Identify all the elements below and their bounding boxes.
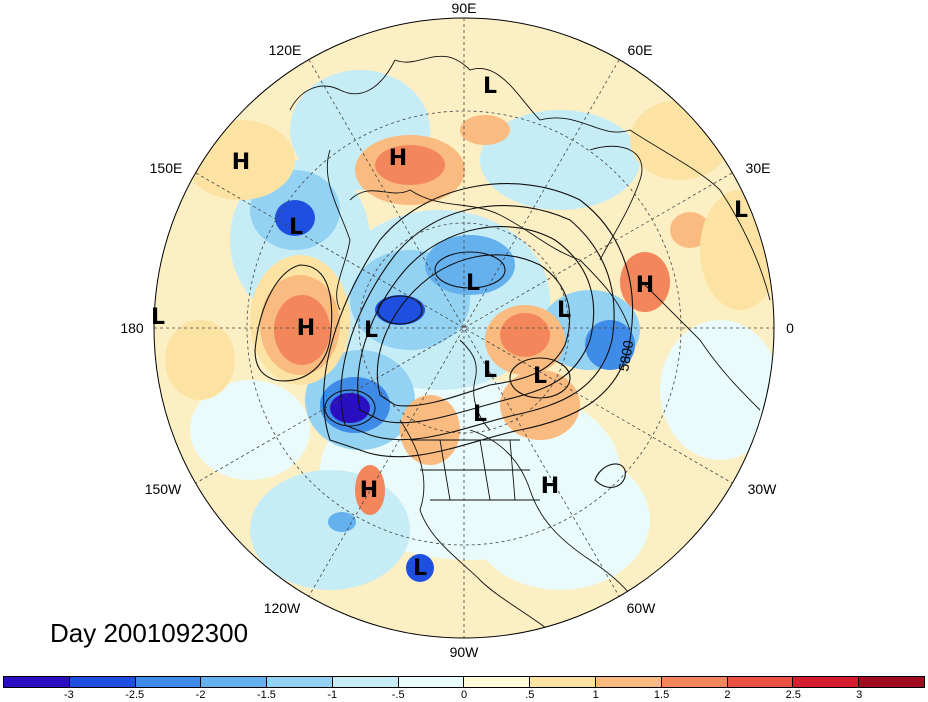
- colorbar-tick-label: -1: [327, 689, 338, 701]
- pressure-center-low: L: [473, 402, 487, 427]
- colorbar-box: [464, 677, 531, 687]
- colorbar-tick-label: -2: [195, 689, 206, 701]
- pressure-center-high: H: [389, 146, 407, 171]
- colorbar-box: [69, 677, 136, 687]
- anomaly-field: [154, 18, 774, 638]
- lon-label-180: 180: [120, 320, 144, 336]
- lon-label-120w: 120W: [264, 600, 301, 616]
- lon-label-150w: 150W: [145, 481, 182, 497]
- pressure-center-low: L: [734, 198, 748, 223]
- pressure-center-high: H: [360, 478, 378, 503]
- contour-label: 5800: [615, 339, 636, 373]
- date-label: Day 2001092300: [50, 618, 249, 648]
- pressure-center-low: L: [289, 215, 303, 240]
- colorbar-tick-label: .5: [525, 689, 535, 701]
- lon-label-60e: 60E: [628, 42, 653, 58]
- colorbar-tick-label: 1.5: [653, 689, 670, 701]
- colorbar-box: [727, 677, 794, 687]
- colorbar-tick-label: 1: [592, 689, 599, 701]
- lon-label-90e: 90E: [452, 0, 477, 16]
- pressure-center-high: H: [636, 273, 654, 298]
- colorbar-box: [135, 677, 202, 687]
- pressure-center-low: L: [151, 305, 165, 330]
- colorbar-box: [201, 677, 268, 687]
- pressure-center-high: H: [541, 474, 559, 499]
- colorbar-tick-label: -2.5: [125, 689, 145, 701]
- pressure-center-low: L: [364, 318, 378, 343]
- lon-label-150e: 150E: [150, 160, 183, 176]
- colorbar-tick-label: 0: [460, 689, 468, 701]
- colorbar-box: [332, 677, 399, 687]
- colorbar-box: [793, 677, 860, 687]
- pressure-centers: L H H L L H L H L L L L L L H H L: [151, 74, 748, 581]
- colorbar-tick-label: 3: [856, 689, 863, 701]
- polar-map: 90E 60E 30E 0 30W 60W 90W 120W 150W 180 …: [120, 0, 794, 660]
- pressure-center-low: L: [483, 74, 497, 99]
- pressure-center-low: L: [466, 271, 480, 296]
- pressure-center-high: H: [232, 150, 250, 175]
- longitude-labels: 90E 60E 30E 0 30W 60W 90W 120W 150W 180 …: [120, 0, 794, 660]
- pressure-center-low: L: [557, 298, 571, 323]
- lon-label-60w: 60W: [627, 600, 657, 616]
- colorbar-labels: -3 -2.5 -2 -1.5 -1 -.5 0 .5 1 1.5 2 2.5 3: [3, 689, 925, 702]
- colorbar-tick-label: -1.5: [256, 689, 276, 701]
- colorbar-tick-label: -.5: [391, 689, 405, 701]
- lon-label-30w: 30W: [748, 481, 778, 497]
- pressure-center-low: L: [413, 556, 427, 581]
- colorbar-box: [530, 677, 597, 687]
- lon-label-30e: 30E: [746, 160, 771, 176]
- lon-label-0: 0: [786, 320, 794, 336]
- colorbar-tick-label: 2.5: [785, 689, 801, 701]
- colorbar-box: [859, 677, 924, 687]
- colorbar: [3, 676, 925, 688]
- pressure-center-high: H: [297, 316, 315, 341]
- coastlines: [289, 55, 771, 638]
- lon-label-90w: 90W: [450, 644, 480, 660]
- map-boundary: [153, 17, 775, 639]
- pressure-center-low: L: [533, 364, 547, 389]
- colorbar-box: [596, 677, 662, 687]
- colorbar-box: [661, 677, 728, 687]
- graticule: [154, 18, 774, 638]
- pressure-center-low: L: [483, 358, 497, 383]
- colorbar-box: [4, 677, 70, 687]
- colorbar-box: [398, 677, 465, 687]
- colorbar-tick-label: -3: [63, 689, 74, 701]
- colorbar-tick-label: 2: [724, 689, 731, 701]
- colorbar-box: [267, 677, 333, 687]
- lon-label-120e: 120E: [269, 42, 302, 58]
- height-contours: [254, 183, 634, 488]
